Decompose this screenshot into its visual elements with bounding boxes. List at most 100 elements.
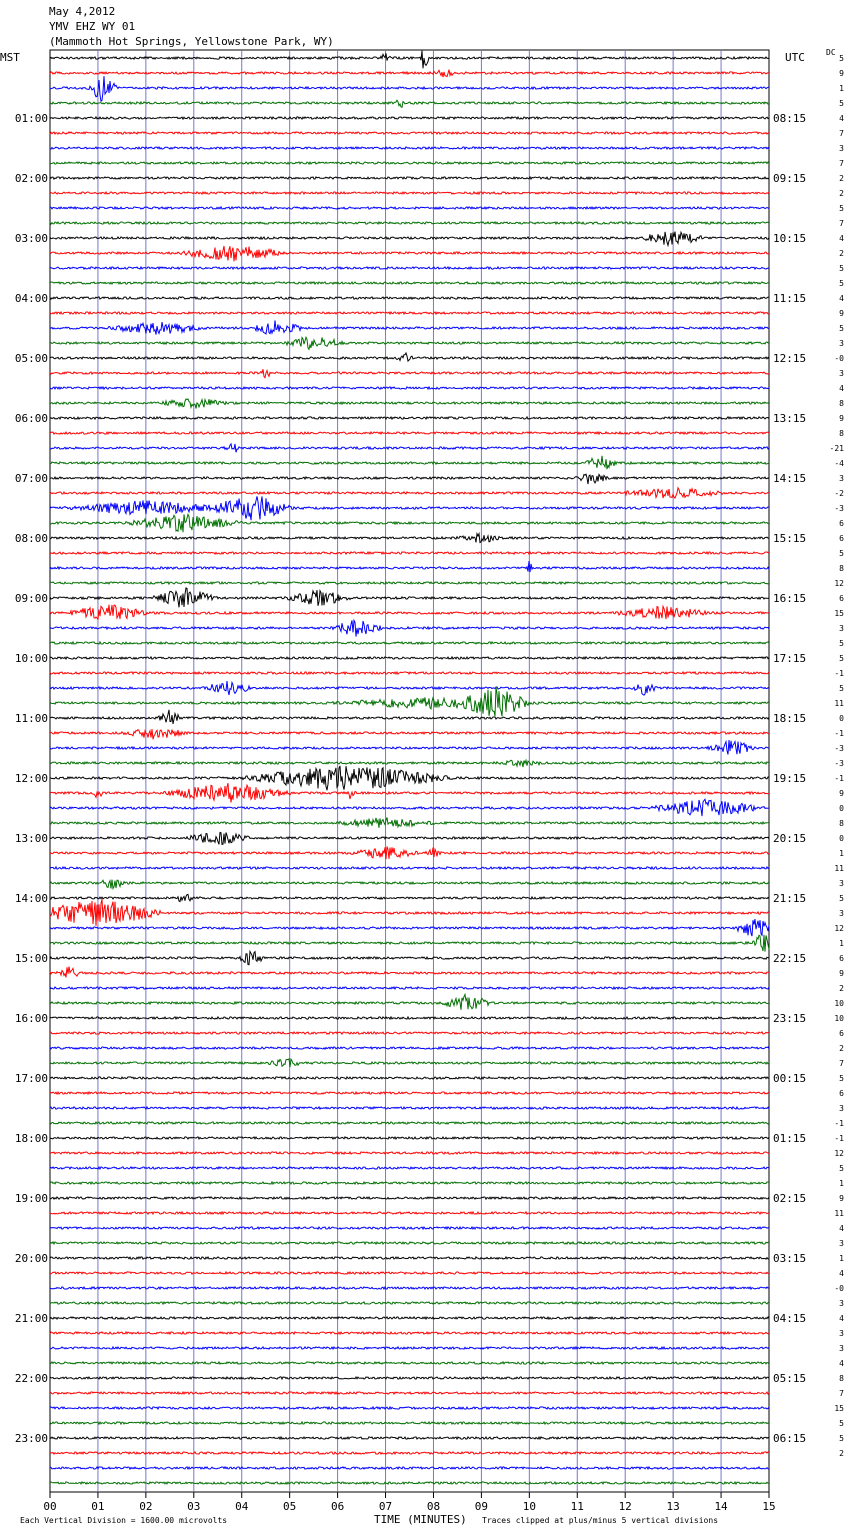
dc-offset-value: -1 bbox=[834, 669, 844, 678]
dc-offset-value: 3 bbox=[839, 1299, 844, 1308]
dc-offset-value: 6 bbox=[839, 1089, 844, 1098]
seismic-trace bbox=[49, 899, 770, 926]
utc-hour-label: 11:15 bbox=[773, 292, 806, 305]
mst-hour-label: 06:00 bbox=[15, 412, 48, 425]
utc-hour-label: 19:15 bbox=[773, 772, 806, 785]
dc-offset-value: 4 bbox=[839, 294, 844, 303]
seismic-trace bbox=[49, 680, 770, 696]
utc-hour-label: 12:15 bbox=[773, 352, 806, 365]
utc-hour-label: 05:15 bbox=[773, 1372, 806, 1385]
dc-offset-value: 5 bbox=[839, 264, 844, 273]
dc-offset-value: 1 bbox=[839, 1179, 844, 1188]
seismic-trace bbox=[49, 1285, 770, 1291]
dc-offset-value: 8 bbox=[839, 819, 844, 828]
axis-labels: 00 01 02 03 04 05 06 07 08 09 10 11 12 13 14 1559154737… bbox=[0, 48, 844, 1513]
seismic-trace bbox=[49, 1480, 769, 1486]
utc-hour-label: 10:15 bbox=[773, 232, 806, 245]
dc-offset-value: 7 bbox=[839, 159, 844, 168]
dc-offset-value: -0 bbox=[834, 1284, 844, 1293]
dc-offset-value: -2 bbox=[834, 489, 844, 498]
x-tick-label: 03 bbox=[187, 1500, 200, 1513]
dc-offset-value: 5 bbox=[839, 1419, 844, 1428]
seismic-trace bbox=[49, 765, 770, 791]
seismic-trace bbox=[49, 1420, 770, 1426]
seismic-trace bbox=[49, 782, 770, 803]
dc-offset-value: -1 bbox=[834, 774, 844, 783]
x-tick-label: 06 bbox=[331, 1500, 344, 1513]
seismic-trace bbox=[49, 368, 770, 379]
mst-hour-label: 05:00 bbox=[15, 352, 48, 365]
dc-offset-value: 5 bbox=[839, 99, 844, 108]
seismic-trace bbox=[49, 1030, 770, 1036]
dc-offset-value: 10 bbox=[834, 999, 844, 1008]
x-tick-label: 12 bbox=[619, 1500, 632, 1513]
dc-offset-value: 4 bbox=[839, 1269, 844, 1278]
seismic-trace bbox=[49, 115, 770, 121]
x-tick-label: 09 bbox=[475, 1500, 488, 1513]
dc-offset-value: 2 bbox=[839, 1449, 844, 1458]
seismic-trace bbox=[49, 1240, 769, 1246]
seismic-trace bbox=[49, 618, 770, 637]
dc-offset-value: 9 bbox=[839, 969, 844, 978]
dc-offset-value: 9 bbox=[839, 1194, 844, 1203]
dc-offset-value: 8 bbox=[839, 399, 844, 408]
seismic-trace bbox=[49, 1435, 770, 1441]
seismic-trace bbox=[49, 335, 770, 351]
seismic-trace bbox=[49, 205, 770, 211]
dc-offset-value: 15 bbox=[834, 1404, 844, 1413]
seismic-trace bbox=[49, 442, 770, 453]
dc-offset-value: 5 bbox=[839, 1434, 844, 1443]
seismic-trace bbox=[49, 1015, 770, 1021]
dc-offset-value: 5 bbox=[839, 549, 844, 558]
dc-offset-value: 6 bbox=[839, 594, 844, 603]
seismic-trace bbox=[49, 1165, 770, 1171]
dc-offset-value: 2 bbox=[839, 249, 844, 258]
seismic-trace bbox=[49, 1270, 770, 1276]
seismic-trace bbox=[49, 865, 770, 871]
dc-offset-value: 5 bbox=[839, 204, 844, 213]
dc-offset-value: -1 bbox=[834, 729, 844, 738]
seismic-trace bbox=[49, 604, 770, 621]
seismic-trace bbox=[49, 512, 770, 533]
seismic-trace bbox=[49, 1255, 770, 1261]
dc-offset-value: 4 bbox=[839, 1314, 844, 1323]
seismic-trace bbox=[49, 817, 770, 829]
dc-offset-value: 2 bbox=[839, 984, 844, 993]
seismic-trace bbox=[49, 320, 770, 335]
dc-offset-value: 9 bbox=[839, 309, 844, 318]
seismic-trace bbox=[49, 220, 770, 226]
seismic-trace bbox=[49, 1405, 770, 1411]
seismic-trace bbox=[49, 893, 770, 903]
seismic-trace bbox=[49, 1315, 770, 1321]
seismic-trace bbox=[49, 798, 770, 817]
x-tick-label: 14 bbox=[714, 1500, 728, 1513]
x-tick-label: 05 bbox=[283, 1500, 296, 1513]
seismic-trace bbox=[49, 455, 770, 470]
dc-offset-value: 15 bbox=[834, 609, 844, 618]
seismic-trace bbox=[49, 640, 770, 646]
dc-offset-value: 3 bbox=[839, 474, 844, 483]
dc-offset-value: 5 bbox=[839, 279, 844, 288]
dc-offset-value: 6 bbox=[839, 534, 844, 543]
seismic-trace bbox=[49, 397, 770, 410]
seismic-trace bbox=[49, 1135, 770, 1141]
seismic-trace bbox=[49, 966, 770, 978]
mst-hour-label: 04:00 bbox=[15, 292, 48, 305]
mst-axis-label: MST bbox=[0, 51, 20, 64]
seismic-trace bbox=[49, 1150, 770, 1156]
utc-axis-label: UTC bbox=[785, 51, 805, 64]
seismic-trace bbox=[49, 1090, 770, 1096]
utc-hour-label: 08:15 bbox=[773, 112, 806, 125]
x-tick-label: 15 bbox=[762, 1500, 775, 1513]
seismic-trace bbox=[49, 709, 770, 725]
seismic-trace bbox=[49, 245, 770, 262]
dc-offset-value: 1 bbox=[839, 84, 844, 93]
dc-offset-value: 6 bbox=[839, 519, 844, 528]
x-tick-label: 10 bbox=[523, 1500, 536, 1513]
mst-hour-label: 21:00 bbox=[15, 1312, 48, 1325]
x-tick-label: 07 bbox=[379, 1500, 392, 1513]
dc-offset-value: 5 bbox=[839, 1074, 844, 1083]
seismic-trace bbox=[49, 1120, 770, 1126]
seismic-trace bbox=[49, 415, 770, 421]
dc-offset-value: 1 bbox=[839, 939, 844, 948]
